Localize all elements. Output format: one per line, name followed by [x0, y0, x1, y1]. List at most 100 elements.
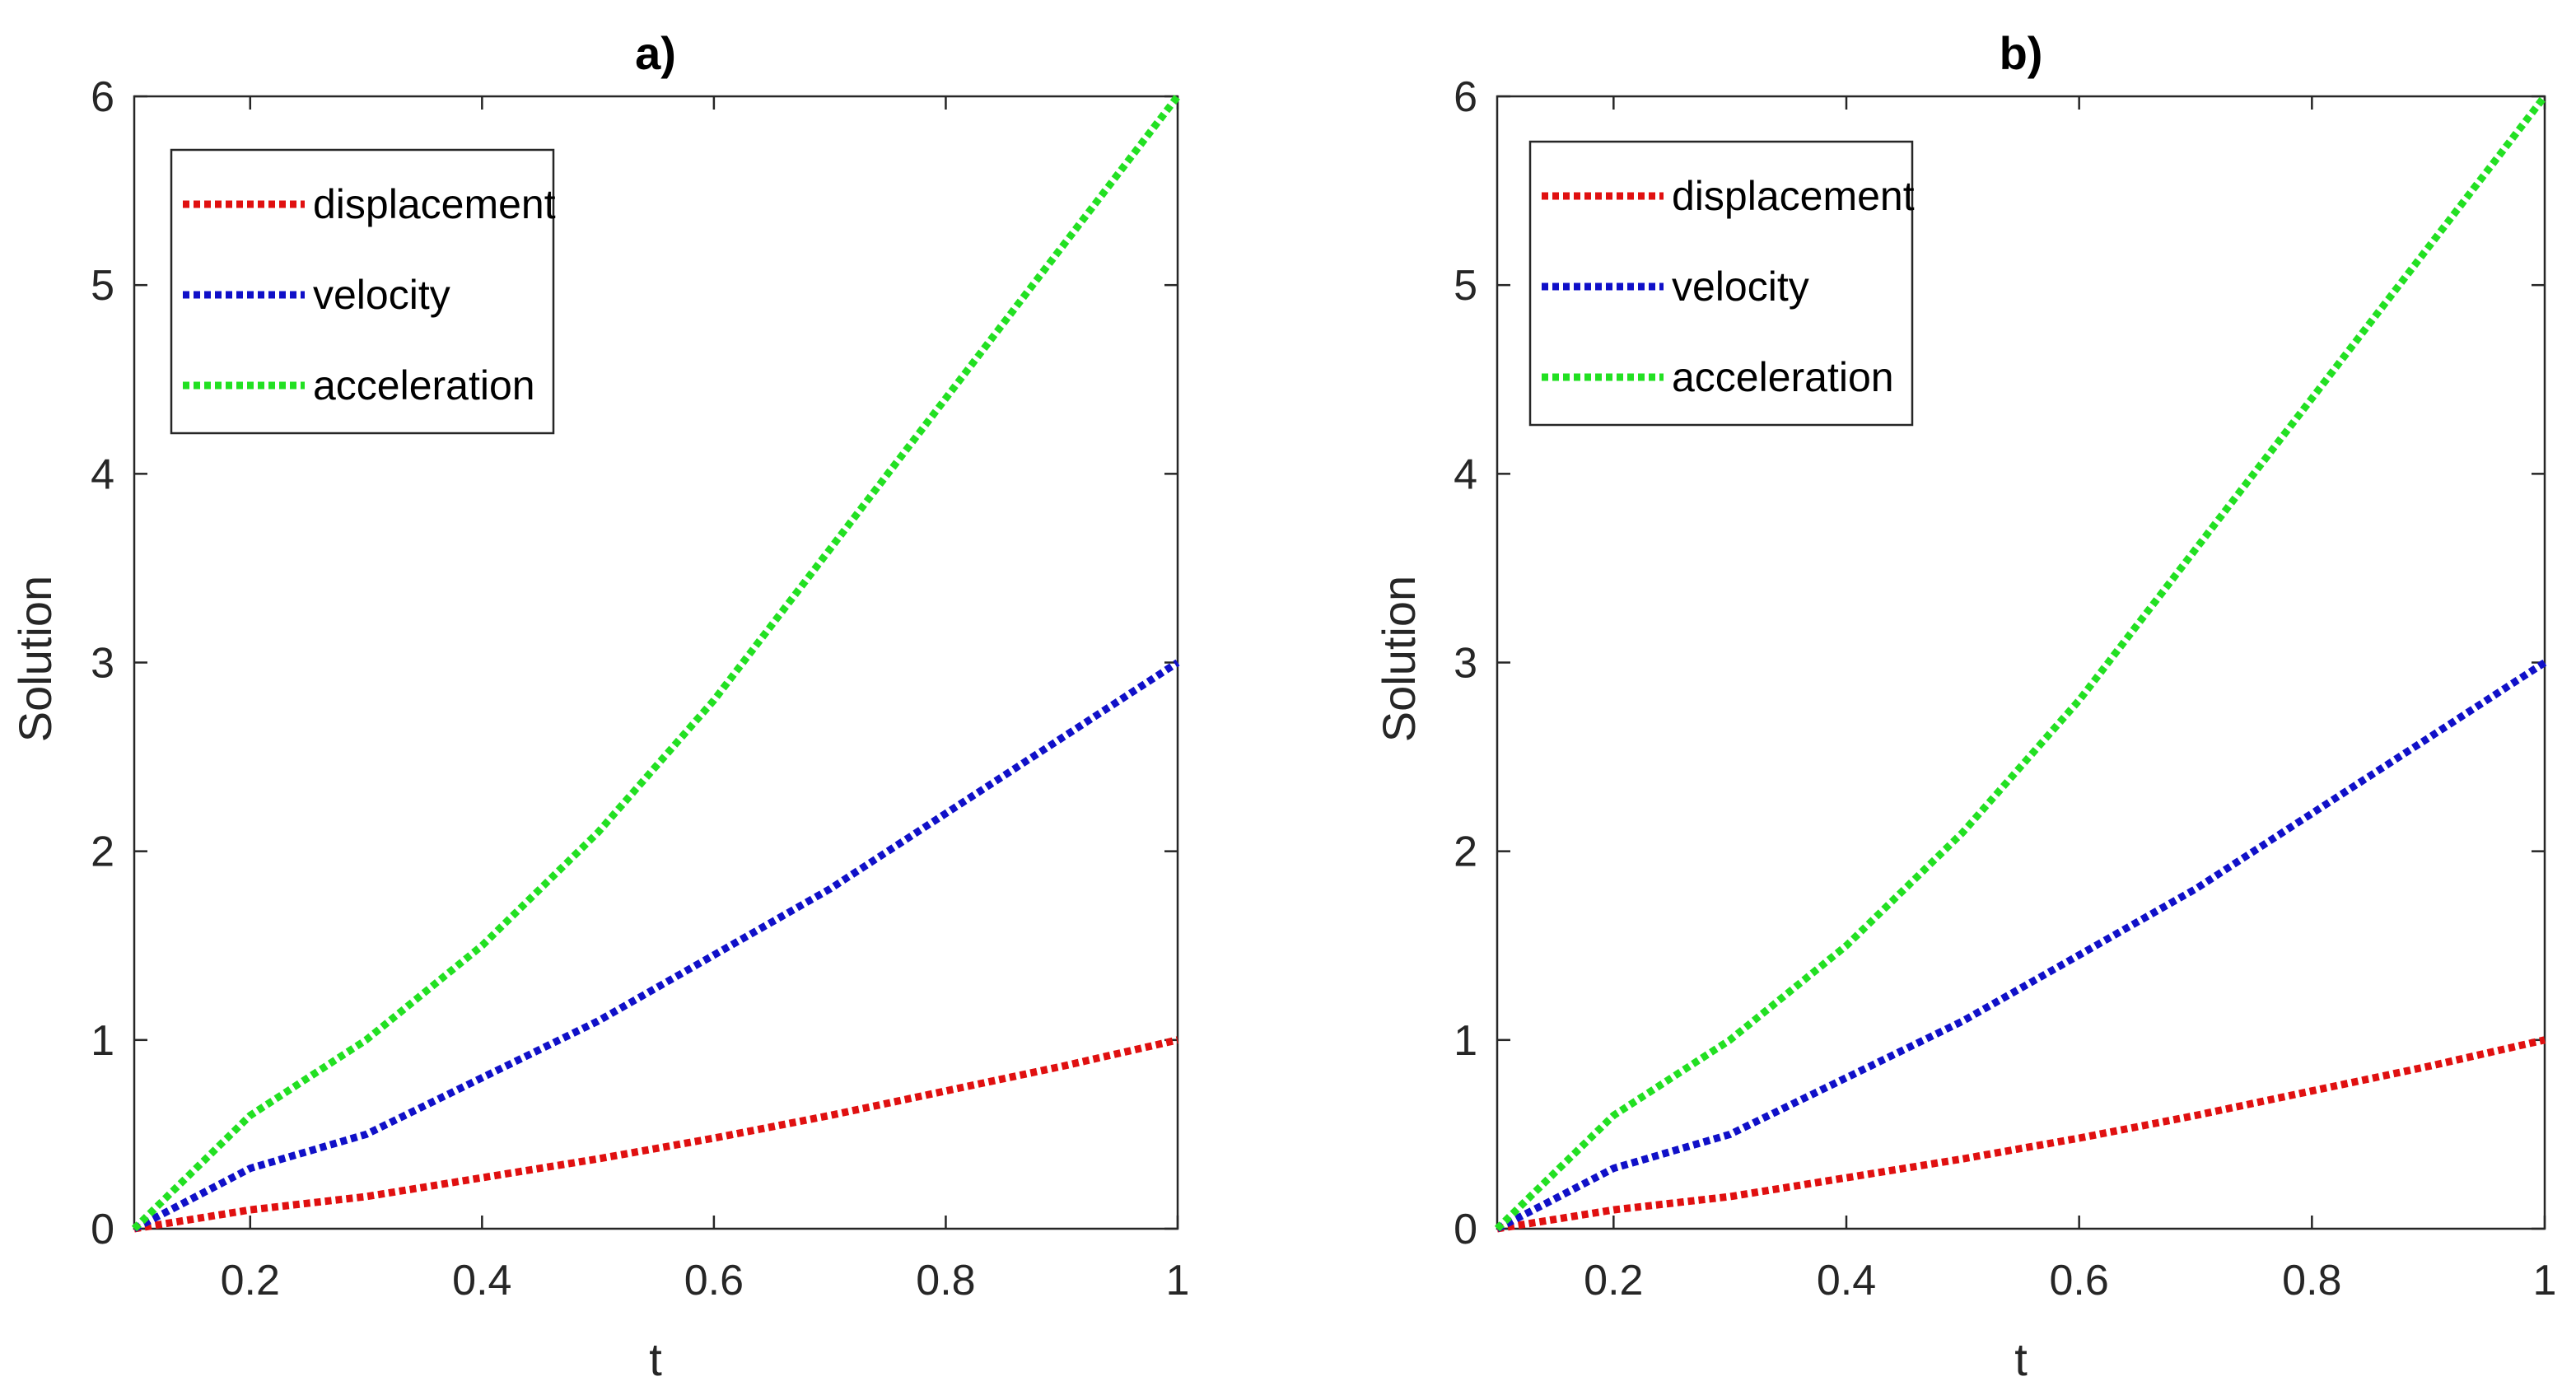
- data-point-displacement: [1612, 1209, 1614, 1211]
- x-tick-label: 0.6: [684, 1257, 744, 1304]
- data-point-displacement: [713, 1137, 715, 1139]
- data-point-acceleration: [2195, 548, 2196, 550]
- panel-a: a) Solution t 0.2 0.4 0.6 0.8 1 0 1 2 3 4 5 6 displa…: [9, 27, 1189, 1385]
- data-point-velocity: [366, 1133, 367, 1135]
- series-line-velocity: [132, 659, 1180, 1232]
- data-point-velocity: [2544, 662, 2546, 664]
- data-point-displacement: [597, 1158, 599, 1160]
- data-point-velocity: [945, 813, 946, 814]
- data-point-acceleration: [481, 945, 483, 946]
- data-point-velocity: [597, 1020, 599, 1022]
- legend-label-velocity: velocity: [313, 272, 450, 318]
- data-point-acceleration: [366, 1039, 367, 1041]
- data-point-velocity: [1962, 1020, 1963, 1022]
- data-point-acceleration: [1177, 96, 1178, 97]
- data-point-displacement: [1729, 1196, 1731, 1197]
- y-tick-label: 4: [1454, 450, 1477, 498]
- panel-b: b) Solution t 0.2 0.4 0.6 0.8 1 0 1 2 3 4 5 6 displa…: [1373, 27, 2556, 1385]
- data-point-velocity: [1729, 1133, 1731, 1135]
- y-axis-label: Solution: [1373, 576, 1425, 742]
- data-point-velocity: [2195, 889, 2196, 890]
- y-tick-label: 3: [91, 640, 114, 688]
- x-tick-label: 1: [1166, 1257, 1190, 1304]
- chart-title: a): [635, 27, 676, 79]
- y-tick-label: 4: [91, 450, 114, 498]
- data-point-velocity: [2311, 813, 2312, 814]
- data-point-acceleration: [2428, 246, 2429, 248]
- plot-area: 0.2 0.4 0.6 0.8 1 0 1 2 3 4 5 6 displacement velocity…: [1454, 73, 2556, 1304]
- x-tick-label: 0.2: [221, 1257, 280, 1304]
- data-point-velocity: [829, 889, 831, 890]
- y-tick-label: 3: [1454, 640, 1477, 688]
- data-point-displacement: [250, 1209, 251, 1211]
- series-line-displacement: [133, 1036, 1179, 1233]
- y-tick-label: 6: [1454, 73, 1477, 121]
- x-tick-label: 1: [2533, 1257, 2557, 1304]
- x-tick-label: 0.6: [2050, 1257, 2109, 1304]
- data-point-displacement: [366, 1196, 367, 1197]
- data-point-displacement: [2311, 1090, 2312, 1092]
- legend-label-displacement: displacement: [313, 181, 556, 227]
- x-tick-label: 0.2: [1584, 1257, 1643, 1304]
- data-point-acceleration: [829, 548, 831, 550]
- data-point-displacement: [2428, 1066, 2429, 1067]
- data-point-velocity: [1612, 1168, 1614, 1169]
- legend-box: [170, 148, 555, 435]
- data-point-acceleration: [1962, 832, 1963, 833]
- data-point-acceleration: [1729, 1039, 1731, 1041]
- data-point-acceleration: [597, 832, 599, 833]
- y-tick-label: 0: [91, 1206, 114, 1253]
- data-point-velocity: [2079, 954, 2080, 956]
- data-point-acceleration: [1612, 1115, 1614, 1117]
- data-point-displacement: [945, 1090, 946, 1092]
- series-line-velocity: [1495, 659, 2547, 1232]
- data-point-velocity: [481, 1077, 483, 1079]
- y-tick-label: 5: [91, 262, 114, 310]
- data-point-acceleration: [2079, 699, 2080, 701]
- y-tick-label: 1: [1454, 1017, 1477, 1065]
- legend-label-acceleration: acceleration: [313, 362, 535, 408]
- data-point-velocity: [713, 954, 715, 956]
- data-point-acceleration: [250, 1115, 251, 1117]
- legend-label-acceleration: acceleration: [1672, 354, 1894, 400]
- data-point-displacement: [2544, 1039, 2546, 1041]
- data-point-displacement: [829, 1115, 831, 1117]
- y-tick-label: 5: [1454, 262, 1477, 310]
- data-point-acceleration: [2544, 96, 2546, 97]
- data-point-velocity: [2428, 737, 2429, 739]
- x-tick-label: 0.4: [452, 1257, 511, 1304]
- x-tick-label: 0.8: [916, 1257, 975, 1304]
- chart-title: b): [2000, 27, 2043, 79]
- legend-box: [1528, 140, 1914, 427]
- data-point-displacement: [1846, 1177, 1847, 1178]
- series-line-acceleration: [131, 94, 1181, 1232]
- data-point-displacement: [481, 1177, 483, 1178]
- legend-label-displacement: displacement: [1672, 173, 1915, 219]
- y-tick-label: 2: [1454, 828, 1477, 876]
- data-point-acceleration: [1496, 1228, 1498, 1230]
- data-point-displacement: [1177, 1039, 1178, 1041]
- data-point-displacement: [2195, 1115, 2196, 1117]
- y-tick-label: 6: [91, 73, 114, 121]
- data-point-velocity: [1177, 662, 1178, 664]
- plot-area: 0.2 0.4 0.6 0.8 1 0 1 2 3 4 5 6 displacement velocity…: [91, 73, 1189, 1304]
- data-point-acceleration: [1061, 246, 1062, 248]
- x-axis-label: t: [2014, 1333, 2028, 1385]
- data-point-velocity: [1846, 1077, 1847, 1079]
- series-line-acceleration: [1494, 94, 2548, 1232]
- x-axis-label: t: [649, 1333, 662, 1385]
- series-line-displacement: [1496, 1036, 2546, 1233]
- data-point-acceleration: [713, 699, 715, 701]
- data-point-velocity: [1061, 737, 1062, 739]
- y-axis-label: Solution: [9, 576, 61, 742]
- data-point-displacement: [2079, 1137, 2080, 1139]
- data-point-acceleration: [1846, 945, 1847, 946]
- legend-label-velocity: velocity: [1672, 264, 1809, 310]
- y-tick-label: 2: [91, 828, 114, 876]
- data-point-acceleration: [133, 1228, 135, 1230]
- x-tick-label: 0.4: [1817, 1257, 1876, 1304]
- y-tick-label: 1: [91, 1017, 114, 1065]
- y-tick-label: 0: [1454, 1206, 1477, 1253]
